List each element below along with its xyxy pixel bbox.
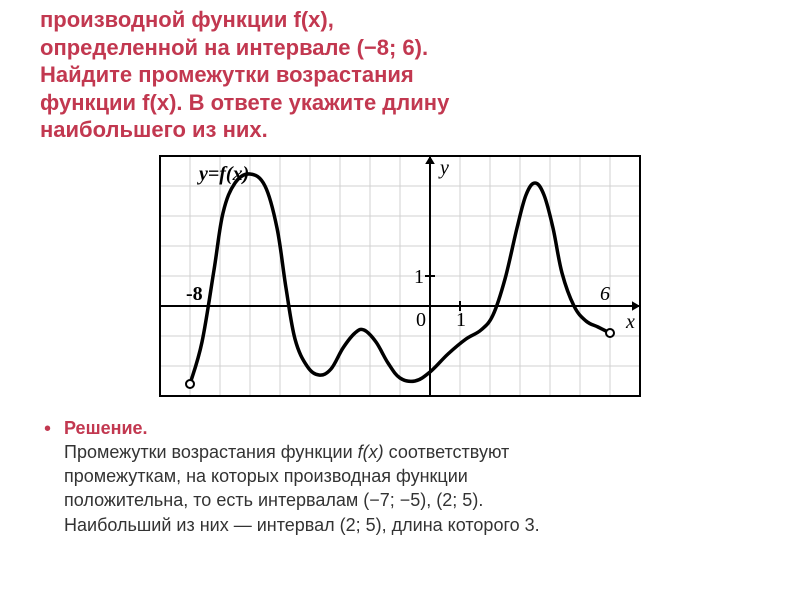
problem-line2: определенной на интервале (−8; 6). [40, 35, 428, 60]
svg-text:-8: -8 [186, 283, 203, 305]
problem-line4: функции f(x). В ответе укажите длину [40, 90, 449, 115]
svg-text:y: y [438, 157, 449, 179]
svg-text:6: 6 [600, 283, 610, 305]
problem-line5: наибольшего из них. [40, 117, 268, 142]
solution-heading: Решение. [64, 418, 148, 438]
derivative-chart: x y -8 0 1 6 1 y=f(x) [115, 142, 685, 402]
svg-text:1: 1 [414, 266, 424, 288]
svg-text:0: 0 [416, 309, 426, 331]
solution-line1a: Промежутки возрастания функции [64, 442, 358, 462]
problem-line3: Найдите промежутки возрастания [40, 62, 414, 87]
solution-block: • Решение. Промежутки возрастания функци… [40, 416, 760, 537]
chart-container: x y -8 0 1 6 1 y=f(x) [115, 142, 685, 402]
solution-line4: Наибольший из них — интервал (2; 5), дли… [64, 515, 540, 535]
svg-text:1: 1 [456, 309, 466, 331]
svg-text:y=f(x): y=f(x) [197, 163, 249, 185]
solution-line2: промежуткам, на которых производная функ… [64, 466, 468, 486]
solution-line3: положительна, то есть интервалам (−7; −5… [64, 490, 483, 510]
svg-text:x: x [625, 311, 635, 333]
solution-line1b: соответствуют [384, 442, 510, 462]
problem-line1: производной функции f(x), [40, 7, 334, 32]
solution-func: f(x) [358, 442, 384, 462]
bullet-icon: • [44, 416, 51, 443]
problem-statement: производной функции f(x), определенной н… [40, 6, 760, 144]
